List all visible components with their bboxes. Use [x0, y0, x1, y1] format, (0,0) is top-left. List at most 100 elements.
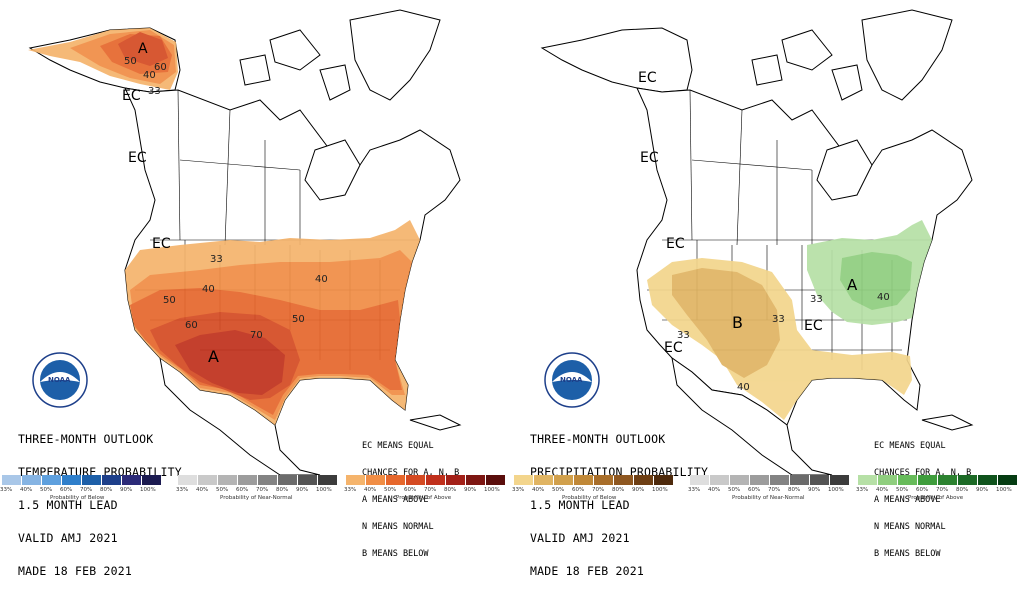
title-line-4: VALID AMJ 2021	[530, 531, 630, 545]
legend-swatch-4	[938, 475, 957, 485]
legend-normal-swatches	[178, 475, 338, 485]
east-above-40	[840, 252, 912, 310]
legend-tick-0: 33%	[856, 487, 869, 493]
legend-swatch-2	[554, 475, 573, 485]
title-line-2: TEMPERATURE PROBABILITY	[18, 465, 182, 479]
hudson-bay	[816, 139, 873, 201]
legend-tick-7: 100%	[652, 487, 668, 493]
legend-swatch-5	[446, 475, 465, 485]
noaa-logo: NOAA	[32, 352, 88, 408]
conus-above-70	[175, 330, 285, 395]
legend-tick-6: 90%	[296, 487, 309, 493]
precip-label-ec-plains: EC	[804, 318, 823, 334]
temp-label-ec-northwest: EC	[152, 236, 171, 252]
ec-note-line-2: CHANCES FOR A, N, B	[362, 468, 460, 478]
legend-tick-7: 100%	[996, 487, 1012, 493]
noaa-logo: NOAA	[544, 352, 600, 408]
ec-note-line-4: N MEANS NORMAL	[362, 522, 434, 532]
legend-swatch-0	[514, 475, 533, 485]
hudson-bay	[304, 139, 361, 201]
legend-tick-2: 50%	[384, 487, 397, 493]
legend-tick-4: 70%	[256, 487, 269, 493]
legend-swatch-0	[346, 475, 365, 485]
precip-contour-33-west: 33	[677, 330, 690, 341]
legend-tick-1: 40%	[532, 487, 545, 493]
legend-tick-7: 100%	[316, 487, 332, 493]
legend-below-caption: Probability of Below	[562, 495, 617, 501]
legend-above-ticks: 33% 40% 50% 60% 70% 80% 90% 100%	[344, 487, 504, 493]
legend-tick-6: 90%	[120, 487, 133, 493]
arctic-island-1	[269, 29, 321, 71]
temp-contour-60-southwest: 60	[185, 320, 198, 331]
ec-note-line-3: A MEANS ABOVE	[874, 495, 941, 505]
legend-tick-3: 60%	[916, 487, 929, 493]
legend-tick-3: 60%	[748, 487, 761, 493]
legend-below-swatches	[2, 475, 162, 485]
legend-tick-0: 33%	[344, 487, 357, 493]
arctic-island-3	[751, 54, 783, 86]
legend-tick-0: 33%	[0, 487, 13, 493]
precip-contour-40-east: 40	[877, 292, 890, 303]
legend-tick-0: 33%	[176, 487, 189, 493]
legend-swatch-1	[198, 475, 217, 485]
ec-note-line-4: N MEANS NORMAL	[874, 522, 946, 532]
legend-tick-0: 33%	[688, 487, 701, 493]
legend-swatch-2	[898, 475, 917, 485]
greenland-outline	[861, 9, 953, 101]
legend-swatch-0	[858, 475, 877, 485]
legend-tick-5: 80%	[956, 487, 969, 493]
legend-swatch-2	[730, 475, 749, 485]
legend-swatch-3	[238, 475, 257, 485]
legend-tick-7: 100%	[484, 487, 500, 493]
temperature-legend: 33% 40% 50% 60% 70% 80% 90% 100% Probability of…	[0, 475, 512, 503]
precip-contour-40-southwest: 40	[737, 382, 750, 393]
precipitation-map: EC EC EC EC EC B A 33 33 33 40 40 NOAA	[540, 9, 974, 475]
arctic-island-3	[239, 54, 271, 86]
legend-swatch-6	[978, 475, 997, 485]
legend-swatch-1	[878, 475, 897, 485]
legend-swatch-7	[830, 475, 849, 485]
mexico-outline	[671, 356, 833, 475]
legend-tick-4: 70%	[80, 487, 93, 493]
legend-swatch-7	[654, 475, 673, 485]
legend-swatch-4	[82, 475, 101, 485]
temp-contour-50-alaska: 50	[124, 56, 137, 67]
legend-below-caption: Probability of Below	[50, 495, 105, 501]
precip-label-ec-west-canada: EC	[640, 150, 659, 166]
legend-tick-6: 90%	[976, 487, 989, 493]
legend-swatch-2	[218, 475, 237, 485]
legend-tick-4: 70%	[768, 487, 781, 493]
legend-swatch-1	[366, 475, 385, 485]
precipitation-outlook-panel: EC EC EC EC EC B A 33 33 33 40 40 NOAA T…	[512, 0, 1024, 577]
precip-label-b-west: B	[732, 313, 743, 332]
legend-tick-2: 50%	[896, 487, 909, 493]
temp-contour-40-alaska: 40	[143, 70, 156, 81]
legend-tick-3: 60%	[572, 487, 585, 493]
precipitation-title-block: THREE-MONTH OUTLOOK PRECIPITATION PROBAB…	[530, 412, 708, 599]
legend-tick-0: 33%	[512, 487, 525, 493]
ec-note-line-1: EC MEANS EQUAL	[362, 441, 434, 451]
legend-tick-7: 100%	[140, 487, 156, 493]
legend-swatch-3	[574, 475, 593, 485]
arctic-island-2	[831, 64, 863, 101]
legend-tick-4: 70%	[592, 487, 605, 493]
legend-tick-4: 70%	[424, 487, 437, 493]
legend-swatch-4	[426, 475, 445, 485]
cuba-outline	[921, 414, 974, 431]
greenland-outline	[349, 9, 441, 101]
legend-tick-5: 80%	[612, 487, 625, 493]
legend-tick-5: 80%	[788, 487, 801, 493]
legend-normal-swatches	[690, 475, 850, 485]
legend-above-caption: Probability of Above	[908, 495, 964, 501]
legend-swatch-0	[2, 475, 21, 485]
temp-label-ec-alaska: EC	[122, 88, 141, 104]
legend-tick-2: 50%	[552, 487, 565, 493]
legend-swatch-6	[810, 475, 829, 485]
legend-tick-3: 60%	[236, 487, 249, 493]
legend-tick-6: 90%	[464, 487, 477, 493]
legend-tick-5: 80%	[100, 487, 113, 493]
legend-tick-1: 40%	[708, 487, 721, 493]
legend-tick-2: 50%	[728, 487, 741, 493]
temperature-shading	[28, 28, 420, 425]
alaska-outline	[540, 27, 693, 93]
